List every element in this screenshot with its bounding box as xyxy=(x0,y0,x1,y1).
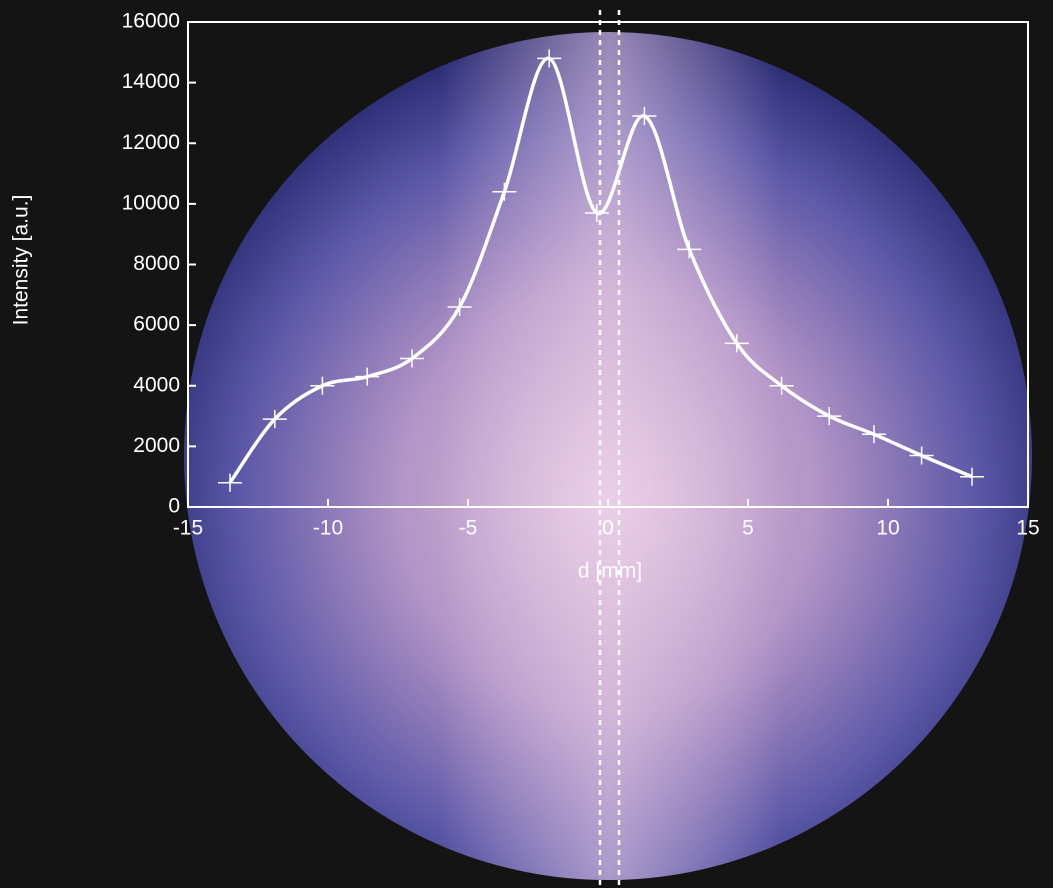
beam-band xyxy=(440,32,780,880)
point-marker xyxy=(400,349,424,368)
y-tick-label: 6000 xyxy=(133,313,180,336)
point-marker xyxy=(817,407,842,426)
y-tick-label: 2000 xyxy=(133,434,180,457)
x-tick-label: 15 xyxy=(1016,517,1039,540)
point-marker xyxy=(862,425,886,444)
point-marker xyxy=(724,334,749,353)
x-axis-label: d [mm] xyxy=(578,560,642,583)
x-tick-label: 5 xyxy=(742,517,754,540)
point-marker xyxy=(537,49,562,68)
point-marker xyxy=(584,203,609,222)
point-marker xyxy=(769,376,794,395)
point-marker xyxy=(960,467,984,486)
x-tick-label: -10 xyxy=(313,517,343,540)
y-tick-label: 0 xyxy=(168,495,180,518)
y-axis-label: Intensity [a.u.] xyxy=(10,195,33,326)
point-marker xyxy=(218,473,242,492)
point-marker xyxy=(447,297,472,316)
point-marker xyxy=(677,240,702,259)
x-tick-label: -15 xyxy=(173,517,203,540)
x-tick-label: -5 xyxy=(459,517,478,540)
y-tick-label: 10000 xyxy=(122,191,180,214)
y-tick-label: 8000 xyxy=(133,252,180,275)
point-marker xyxy=(632,106,657,125)
point-marker xyxy=(262,410,287,429)
y-tick-label: 12000 xyxy=(122,131,180,154)
x-tick-label: 10 xyxy=(876,517,899,540)
x-tick-label: 0 xyxy=(602,517,614,540)
y-tick-label: 16000 xyxy=(122,10,180,33)
y-tick-label: 14000 xyxy=(122,70,180,93)
point-marker xyxy=(492,182,517,201)
y-tick-label: 4000 xyxy=(133,373,180,396)
point-marker xyxy=(310,376,335,395)
point-marker xyxy=(909,446,934,465)
point-marker xyxy=(355,367,380,386)
